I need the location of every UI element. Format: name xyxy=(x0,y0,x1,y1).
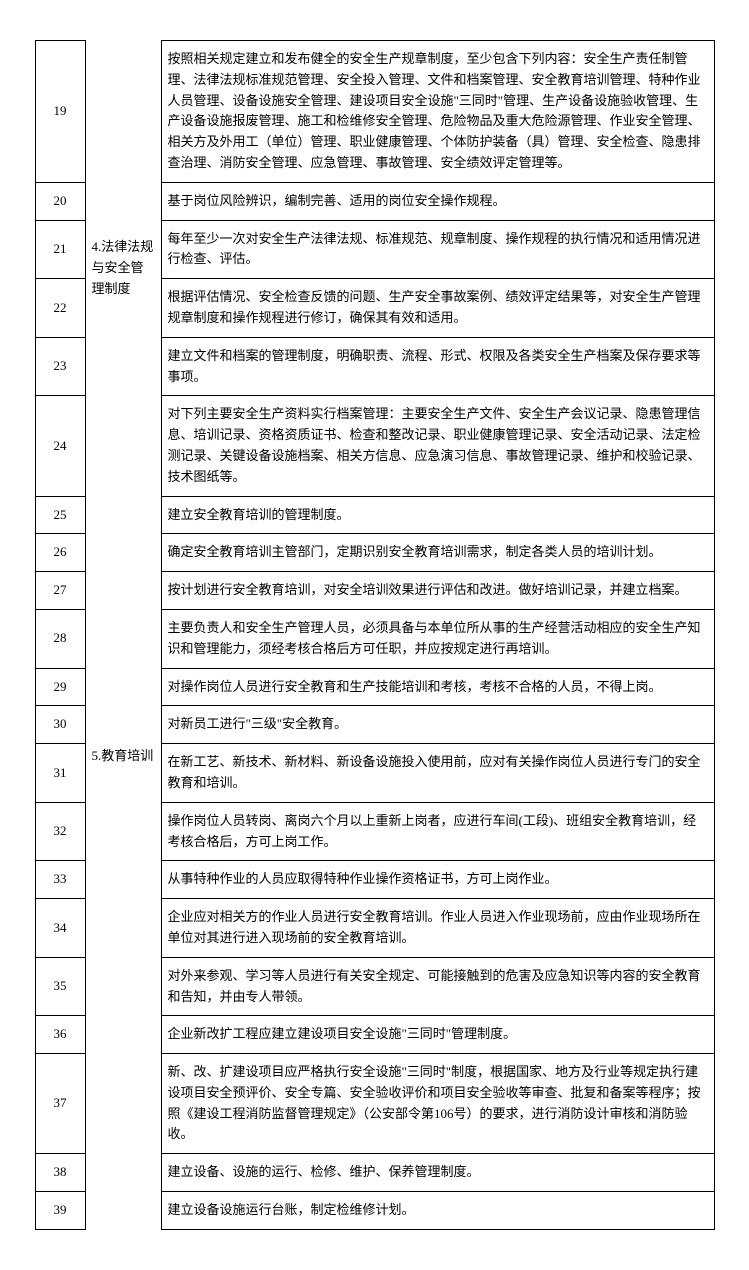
row-number-cell: 38 xyxy=(35,1154,85,1192)
content-cell: 确定安全教育培训主管部门，定期识别安全教育培训需求，制定各类人员的培训计划。 xyxy=(161,534,714,572)
content-cell: 建立设备、设施的运行、检修、维护、保养管理制度。 xyxy=(161,1154,714,1192)
content-cell: 每年至少一次对安全生产法律法规、标准规范、规章制度、操作规程的执行情况和适用情况… xyxy=(161,220,714,279)
row-number-cell: 19 xyxy=(35,41,85,183)
row-number-cell: 21 xyxy=(35,220,85,279)
row-number-cell: 37 xyxy=(35,1054,85,1154)
content-cell: 企业新改扩工程应建立建设项目安全设施"三同时"管理制度。 xyxy=(161,1016,714,1054)
table-row: 255.教育培训建立安全教育培训的管理制度。 xyxy=(35,496,714,534)
table-body: 194.法律法规与安全管理制度按照相关规定建立和发布健全的安全生产规章制度，至少… xyxy=(35,41,714,1230)
content-cell: 基于岗位风险辨识，编制完善、适用的岗位安全操作规程。 xyxy=(161,182,714,220)
content-cell: 在新工艺、新技术、新材料、新设备设施投入使用前，应对有关操作岗位人员进行专门的安… xyxy=(161,744,714,803)
row-number-cell: 32 xyxy=(35,802,85,861)
row-number-cell: 26 xyxy=(35,534,85,572)
content-cell: 根据评估情况、安全检查反馈的问题、生产安全事故案例、绩效评定结果等，对安全生产管… xyxy=(161,279,714,338)
content-cell: 新、改、扩建设项目应严格执行安全设施"三同时"制度，根据国家、地方及行业等规定执… xyxy=(161,1054,714,1154)
row-number-cell: 23 xyxy=(35,337,85,396)
category-cell xyxy=(85,1016,161,1230)
category-cell: 5.教育培训 xyxy=(85,496,161,1016)
row-number-cell: 20 xyxy=(35,182,85,220)
content-cell: 对外来参观、学习等人员进行有关安全规定、可能接触到的危害及应急知识等内容的安全教… xyxy=(161,957,714,1016)
content-cell: 操作岗位人员转岗、离岗六个月以上重新上岗者，应进行车间(工段)、班组安全教育培训… xyxy=(161,802,714,861)
content-cell: 企业应对相关方的作业人员进行安全教育培训。作业人员进入作业现场前，应由作业现场所… xyxy=(161,899,714,958)
row-number-cell: 31 xyxy=(35,744,85,803)
content-cell: 对新员工进行"三级"安全教育。 xyxy=(161,706,714,744)
document-page: 194.法律法规与安全管理制度按照相关规定建立和发布健全的安全生产规章制度，至少… xyxy=(35,40,715,1230)
row-number-cell: 35 xyxy=(35,957,85,1016)
content-cell: 按照相关规定建立和发布健全的安全生产规章制度，至少包含下列内容：安全生产责任制管… xyxy=(161,41,714,183)
row-number-cell: 29 xyxy=(35,668,85,706)
content-cell: 对下列主要安全生产资料实行档案管理：主要安全生产文件、安全生产会议记录、隐患管理… xyxy=(161,396,714,496)
row-number-cell: 27 xyxy=(35,572,85,610)
table-row: 36 企业新改扩工程应建立建设项目安全设施"三同时"管理制度。 xyxy=(35,1016,714,1054)
content-cell: 主要负责人和安全生产管理人员，必须具备与本单位所从事的生产经营活动相应的安全生产… xyxy=(161,609,714,668)
content-cell: 按计划进行安全教育培训，对安全培训效果进行评估和改进。做好培训记录，并建立档案。 xyxy=(161,572,714,610)
category-cell: 4.法律法规与安全管理制度 xyxy=(85,41,161,497)
table-row: 194.法律法规与安全管理制度按照相关规定建立和发布健全的安全生产规章制度，至少… xyxy=(35,41,714,183)
content-cell: 对操作岗位人员进行安全教育和生产技能培训和考核，考核不合格的人员，不得上岗。 xyxy=(161,668,714,706)
content-cell: 建立设备设施运行台账，制定检维修计划。 xyxy=(161,1192,714,1230)
row-number-cell: 30 xyxy=(35,706,85,744)
row-number-cell: 22 xyxy=(35,279,85,338)
regulation-table: 194.法律法规与安全管理制度按照相关规定建立和发布健全的安全生产规章制度，至少… xyxy=(35,40,715,1230)
content-cell: 建立文件和档案的管理制度，明确职责、流程、形式、权限及各类安全生产档案及保存要求… xyxy=(161,337,714,396)
row-number-cell: 39 xyxy=(35,1192,85,1230)
content-cell: 从事特种作业的人员应取得特种作业操作资格证书，方可上岗作业。 xyxy=(161,861,714,899)
row-number-cell: 36 xyxy=(35,1016,85,1054)
row-number-cell: 33 xyxy=(35,861,85,899)
row-number-cell: 25 xyxy=(35,496,85,534)
row-number-cell: 34 xyxy=(35,899,85,958)
row-number-cell: 24 xyxy=(35,396,85,496)
content-cell: 建立安全教育培训的管理制度。 xyxy=(161,496,714,534)
row-number-cell: 28 xyxy=(35,609,85,668)
